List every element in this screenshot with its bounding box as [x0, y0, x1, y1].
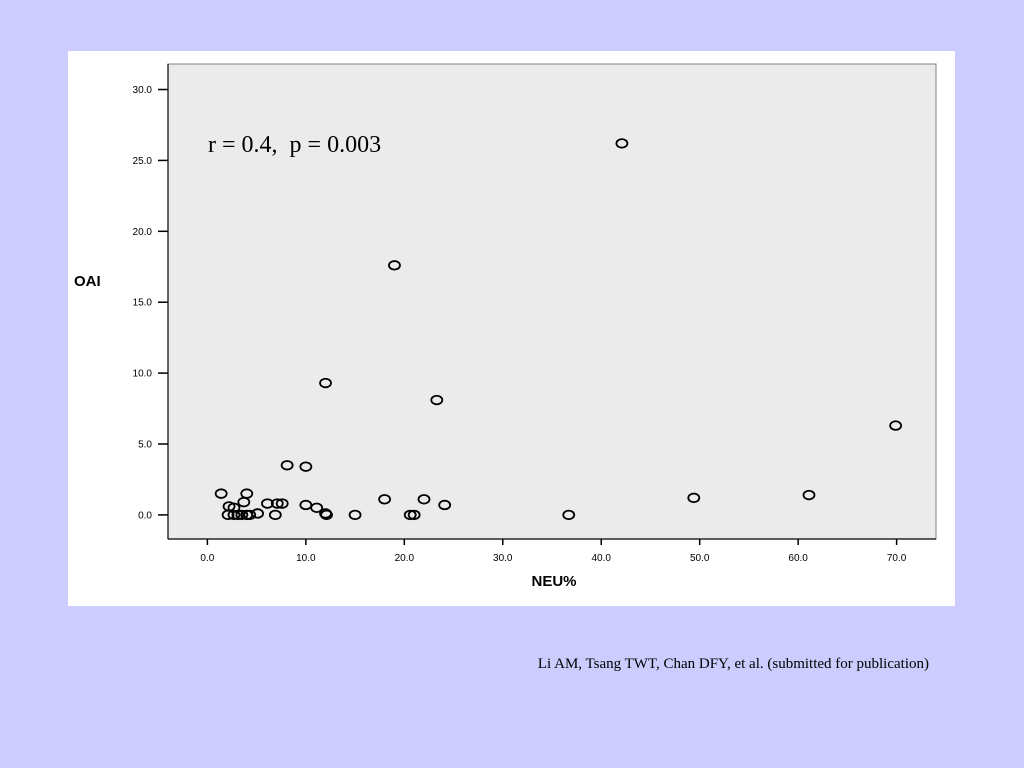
- data-point: [268, 509, 282, 521]
- x-tick-label: 70.0: [887, 553, 907, 564]
- x-tick-label: 30.0: [493, 553, 513, 564]
- x-axis-ticks: 0.0 10.0 20.0 30.0 40.0 50.0 60.0 70.0: [200, 539, 907, 564]
- data-point: [310, 502, 324, 514]
- citation: Li AM, Tsang TWT, Chan DFY, et al. (subm…: [537, 656, 929, 672]
- data-point: [214, 488, 228, 499]
- x-tick-label: 0.0: [200, 553, 214, 564]
- x-tick-label: 50.0: [690, 553, 710, 564]
- y-tick-label: 25.0: [133, 156, 153, 167]
- data-point: [320, 509, 333, 521]
- data-point: [615, 138, 629, 149]
- x-tick-label: 40.0: [591, 553, 611, 564]
- y-axis-ticks: 0.0 5.0 10.0 15.0 20.0 25.0 30.0: [133, 85, 168, 521]
- data-point: [438, 499, 452, 511]
- y-tick-label: 0.0: [138, 510, 152, 521]
- data-point: [299, 461, 313, 472]
- data-points: [214, 138, 903, 521]
- data-point: [221, 509, 235, 521]
- data-point: [227, 509, 241, 521]
- correlation-annotation: r = 0.4, p = 0.003: [208, 132, 381, 158]
- data-point: [430, 394, 444, 406]
- data-point: [270, 498, 284, 509]
- y-axis-title: OAI: [74, 273, 101, 290]
- data-point: [417, 494, 431, 505]
- data-point: [388, 260, 401, 271]
- y-tick-label: 20.0: [133, 227, 153, 238]
- data-point: [407, 509, 421, 521]
- scatter-chart: 0.0 5.0 10.0 15.0 20.0 25.0 30.0 0.0 10.0 20.0 30…: [74, 63, 937, 590]
- data-point: [562, 509, 576, 521]
- data-point: [403, 509, 417, 521]
- data-point: [378, 494, 392, 505]
- x-axis-title: NEU%: [531, 573, 576, 590]
- x-tick-label: 20.0: [395, 553, 415, 564]
- data-point: [348, 509, 362, 521]
- data-point: [235, 509, 249, 521]
- data-point: [319, 377, 332, 389]
- y-tick-label: 15.0: [133, 298, 153, 309]
- data-point: [889, 420, 903, 431]
- figure-panel: 0.0 5.0 10.0 15.0 20.0 25.0 30.0 0.0 10.0 20.0 30…: [68, 51, 955, 606]
- y-tick-label: 10.0: [133, 369, 153, 380]
- data-point: [280, 460, 294, 471]
- data-point: [802, 489, 816, 501]
- x-tick-label: 60.0: [788, 553, 808, 564]
- data-point: [261, 498, 274, 509]
- data-point: [237, 496, 251, 508]
- y-tick-label: 30.0: [133, 85, 153, 96]
- x-tick-label: 10.0: [296, 553, 316, 564]
- plot-area: [167, 63, 937, 540]
- data-point: [243, 509, 257, 521]
- y-tick-label: 5.0: [138, 440, 152, 451]
- data-point: [275, 498, 289, 509]
- data-point: [687, 492, 701, 504]
